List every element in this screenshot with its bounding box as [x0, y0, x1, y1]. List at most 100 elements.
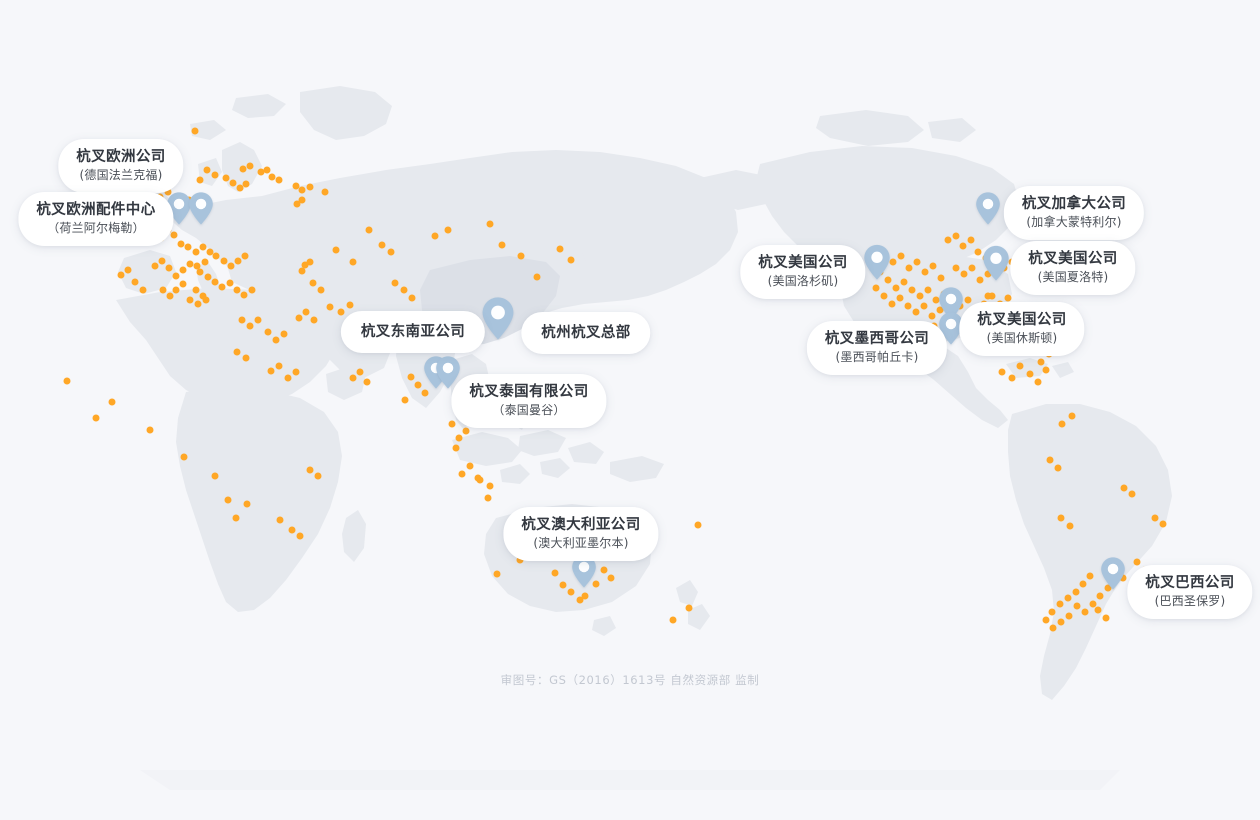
city-dot	[280, 330, 288, 338]
city-dot	[124, 266, 132, 274]
city-dot	[908, 286, 916, 294]
city-dot	[302, 308, 310, 316]
label-canada-montreal[interactable]: 杭叉加拿大公司 (加拿大蒙特利尔)	[1003, 185, 1145, 241]
pin-bangkok-b[interactable]	[435, 356, 461, 389]
city-dot	[211, 278, 219, 286]
city-dot	[884, 276, 892, 284]
city-dot	[306, 466, 314, 474]
city-dot	[448, 420, 456, 428]
label-usa-houston[interactable]: 杭叉美国公司 (美国休斯顿)	[959, 301, 1085, 357]
city-dot	[337, 308, 345, 316]
pin-charlotte[interactable]	[982, 245, 1010, 281]
city-dot	[551, 569, 559, 577]
city-dot	[476, 476, 484, 484]
city-dot	[246, 162, 254, 170]
city-dot	[913, 258, 921, 266]
label-southeast-asia[interactable]: 杭叉东南亚公司	[340, 310, 486, 354]
city-dot	[1086, 572, 1094, 580]
city-dot	[275, 362, 283, 370]
city-dot	[267, 367, 275, 375]
city-dot	[984, 292, 992, 300]
label-mexico-pachuca[interactable]: 杭叉墨西哥公司 (墨西哥帕丘卡)	[806, 320, 948, 376]
city-dot	[937, 274, 945, 282]
city-dot	[203, 166, 211, 174]
city-dot	[191, 127, 199, 135]
city-dot	[172, 286, 180, 294]
city-dot	[233, 286, 241, 294]
city-dot	[1159, 520, 1167, 528]
city-dot	[1128, 490, 1136, 498]
city-dot	[1057, 514, 1065, 522]
city-dot	[984, 270, 992, 278]
label-hangzhou-hq[interactable]: 杭州杭叉总部	[521, 311, 651, 355]
label-australia[interactable]: 杭叉澳大利亚公司 (澳大利亚墨尔本)	[503, 506, 659, 562]
label-title: 杭叉泰国有限公司	[469, 383, 589, 400]
city-dot	[685, 604, 693, 612]
city-dot	[1004, 294, 1012, 302]
city-dot	[234, 257, 242, 265]
city-dot	[936, 306, 944, 314]
city-dot	[968, 264, 976, 272]
city-dot	[1042, 616, 1050, 624]
label-subtitle: (墨西哥帕丘卡)	[835, 350, 919, 365]
label-title: 杭叉美国公司	[758, 254, 848, 271]
label-title: 杭叉美国公司	[1028, 250, 1118, 267]
city-dot	[204, 273, 212, 281]
city-dot	[929, 262, 937, 270]
city-dot	[211, 171, 219, 179]
city-dot	[872, 284, 880, 292]
city-dot	[264, 328, 272, 336]
pin-hangzhou[interactable]	[481, 296, 515, 340]
city-dot	[356, 368, 364, 376]
label-title: 杭叉墨西哥公司	[824, 330, 930, 347]
city-dot	[607, 574, 615, 582]
label-title: 杭州杭叉总部	[541, 324, 631, 341]
map-pin-icon	[482, 297, 514, 340]
label-title: 杭叉巴西公司	[1145, 574, 1235, 591]
city-dot	[317, 286, 325, 294]
city-dot	[1016, 362, 1024, 370]
map-pin-icon	[1101, 557, 1125, 590]
city-dot	[1096, 592, 1104, 600]
city-dot	[880, 292, 888, 300]
map-pin-icon	[189, 192, 213, 225]
pin-pachuca[interactable]	[938, 312, 964, 345]
pin-almere[interactable]	[188, 192, 214, 225]
map-pin-icon	[939, 287, 963, 320]
city-dot	[400, 286, 408, 294]
label-usa-charlotte[interactable]: 杭叉美国公司 (美国夏洛特)	[1010, 240, 1136, 296]
label-europe-parts-center[interactable]: 杭叉欧洲配件中心 （荷兰阿尔梅勒）	[18, 191, 174, 247]
city-dot	[1042, 366, 1050, 374]
label-title: 杭叉欧洲配件中心	[36, 201, 156, 218]
city-dot	[196, 176, 204, 184]
city-dot	[295, 314, 303, 322]
pin-saopaulo[interactable]	[1100, 557, 1126, 590]
city-dot	[391, 279, 399, 287]
pin-losangeles[interactable]	[863, 244, 891, 280]
city-dot	[916, 292, 924, 300]
city-dot	[63, 377, 71, 385]
pin-montreal[interactable]	[975, 192, 1001, 225]
pin-houston[interactable]	[938, 287, 964, 320]
label-europe-company[interactable]: 杭叉欧洲公司 (德国法兰克福)	[58, 138, 184, 194]
label-usa-los-angeles[interactable]: 杭叉美国公司 (美国洛杉矶)	[740, 244, 866, 300]
label-subtitle: (德国法兰克福)	[79, 168, 163, 183]
city-dot	[498, 241, 506, 249]
city-dot	[444, 226, 452, 234]
city-dot	[363, 378, 371, 386]
city-dot	[581, 592, 589, 600]
label-subtitle: (加拿大蒙特利尔)	[1026, 215, 1122, 230]
city-dot	[172, 272, 180, 280]
city-dot	[1094, 606, 1102, 614]
label-brazil-sao-paulo[interactable]: 杭叉巴西公司 (巴西圣保罗)	[1127, 564, 1253, 620]
city-dot	[1079, 580, 1087, 588]
label-subtitle: (巴西圣保罗)	[1154, 594, 1226, 609]
label-thailand[interactable]: 杭叉泰国有限公司 （泰国曼谷）	[451, 373, 607, 429]
city-dot	[694, 521, 702, 529]
city-dot	[326, 303, 334, 311]
pin-melbourne[interactable]	[571, 555, 597, 588]
city-dot	[321, 188, 329, 196]
city-dot	[180, 453, 188, 461]
city-dot	[1089, 600, 1097, 608]
city-dot	[257, 168, 265, 176]
